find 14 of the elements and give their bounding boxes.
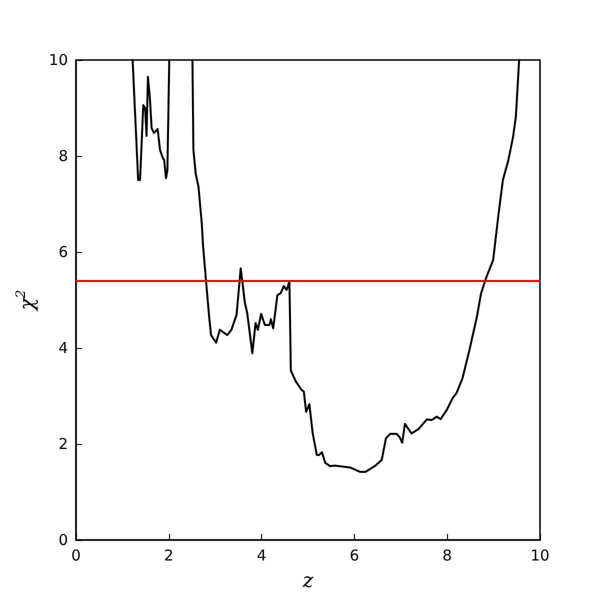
y-tick-label: 0 <box>58 531 68 549</box>
x-tick-label: 2 <box>164 546 174 564</box>
x-tick-label: 10 <box>530 546 550 564</box>
y-tick-label: 2 <box>58 435 68 453</box>
x-tick-label: 0 <box>71 546 81 564</box>
y-tick-label: 8 <box>58 147 68 165</box>
y-tick-label: 6 <box>58 243 68 261</box>
y-tick-label: 10 <box>48 51 68 69</box>
x-tick-label: 4 <box>256 546 266 564</box>
y-axis-title: χ2 <box>14 290 38 312</box>
x-tick-label: 6 <box>350 546 360 564</box>
x-tick-label: 8 <box>442 546 452 564</box>
y-tick-label: 4 <box>58 339 68 357</box>
x-axis-title: z <box>302 568 314 592</box>
